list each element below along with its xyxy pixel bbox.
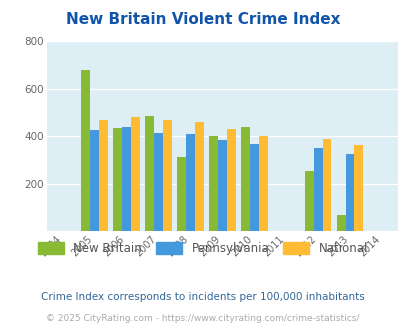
- Legend: New Britain, Pennsylvania, National: New Britain, Pennsylvania, National: [33, 237, 372, 260]
- Bar: [336, 215, 345, 231]
- Bar: [90, 130, 99, 231]
- Bar: [153, 133, 162, 231]
- Bar: [208, 136, 217, 231]
- Bar: [345, 154, 354, 231]
- Bar: [194, 122, 203, 231]
- Bar: [113, 128, 122, 231]
- Bar: [162, 119, 171, 231]
- Bar: [122, 127, 131, 231]
- Bar: [145, 116, 153, 231]
- Text: © 2025 CityRating.com - https://www.cityrating.com/crime-statistics/: © 2025 CityRating.com - https://www.city…: [46, 314, 359, 323]
- Bar: [217, 140, 226, 231]
- Bar: [313, 148, 322, 231]
- Bar: [354, 145, 362, 231]
- Bar: [185, 134, 194, 231]
- Bar: [249, 145, 258, 231]
- Text: New Britain Violent Crime Index: New Britain Violent Crime Index: [66, 12, 339, 26]
- Bar: [226, 129, 235, 231]
- Bar: [304, 171, 313, 231]
- Bar: [322, 139, 330, 231]
- Bar: [240, 127, 249, 231]
- Bar: [131, 117, 140, 231]
- Text: Crime Index corresponds to incidents per 100,000 inhabitants: Crime Index corresponds to incidents per…: [41, 292, 364, 302]
- Bar: [99, 119, 108, 231]
- Bar: [177, 157, 185, 231]
- Bar: [258, 136, 267, 231]
- Bar: [81, 70, 90, 231]
